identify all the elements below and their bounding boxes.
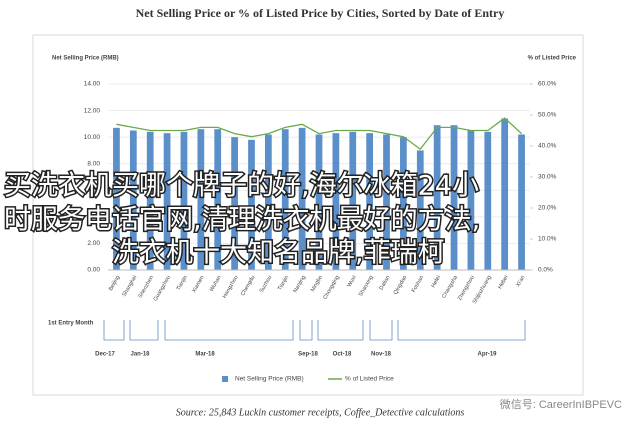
bar: [450, 125, 458, 270]
bracket: [369, 320, 393, 341]
bar: [113, 127, 120, 270]
timeline-mark: Oct-18: [333, 352, 352, 358]
y-tick-label: 2.00: [87, 240, 100, 247]
bar: [281, 129, 289, 270]
y2-tick-label: 30.0%: [538, 174, 557, 181]
bar: [146, 131, 154, 270]
y2-tick-label: 20.0%: [538, 205, 557, 212]
y2-tick-label: 0.0%: [538, 267, 553, 274]
y-tick-label: 10.00: [84, 134, 101, 141]
chart-frame: [32, 34, 584, 396]
bar: [433, 125, 441, 270]
bracket: [397, 320, 526, 341]
bar: [467, 130, 475, 270]
bar: [163, 133, 171, 270]
bar: [197, 129, 205, 270]
legend-swatch: [222, 376, 228, 382]
timeline-mark: Nov-18: [371, 352, 392, 358]
bar: [315, 134, 323, 270]
timeline-mark: Mar-18: [195, 352, 215, 358]
chart-title: Net Selling Price or % of Listed Price b…: [136, 6, 505, 20]
y-tick-label: 4.00: [87, 214, 100, 221]
y-tick-label: 14.00: [84, 81, 101, 88]
bar: [400, 137, 407, 270]
y2-tick-label: 50.0%: [538, 112, 557, 119]
bracket: [103, 320, 125, 341]
bar: [248, 139, 255, 270]
bar: [298, 127, 306, 270]
bracket: [299, 320, 313, 341]
x-tick-label: Xi'an: [515, 275, 526, 288]
bar: [264, 134, 272, 270]
y-tick-label: 6.00: [87, 187, 100, 194]
y-tick-label: 8.00: [87, 160, 100, 167]
y-tick-label: 12.00: [84, 107, 101, 114]
timeline-mark: Apr-19: [477, 352, 497, 358]
overlay-line: 洗衣机十大知名品牌,菲瑞柯: [112, 238, 445, 269]
source-note: Source: 25,843 Luckin customer receipts,…: [176, 407, 465, 418]
y-tick-label: 0.00: [87, 267, 100, 274]
timeline-brackets: [103, 320, 526, 341]
bar: [383, 134, 390, 270]
bracket: [129, 320, 159, 341]
y2-tick-label: 10.0%: [538, 236, 557, 243]
timeline-label: 1st Entry Month: [48, 321, 94, 327]
timeline-mark: Dec-17: [95, 352, 115, 358]
overlay-line: 买洗衣机买哪个牌子的好,海尔冰箱24小: [4, 171, 479, 202]
bar: [332, 133, 340, 270]
y2-tick-label: 40.0%: [538, 143, 557, 150]
y2-tick-label: 60.0%: [538, 81, 557, 88]
timeline-mark: Sep-18: [298, 352, 318, 358]
bar: [349, 131, 357, 270]
overlay: 买洗衣机买哪个牌子的好,海尔冰箱24小 时服务电话官网,清理洗衣机最好的方法, …: [3, 169, 482, 270]
overlay-line: 时服务电话官网,清理洗衣机最好的方法,: [4, 205, 480, 236]
watermark: 微信号: CareerInIBPEVC: [500, 397, 622, 411]
bar: [518, 134, 525, 270]
bar: [366, 133, 374, 270]
timeline-mark: Jan-18: [130, 352, 150, 358]
bar: [180, 131, 188, 270]
bar: [231, 137, 238, 270]
bar: [501, 118, 509, 271]
bracket: [317, 320, 364, 341]
legend-label: Net Selling Price (RMB): [235, 376, 304, 383]
bracket: [164, 320, 294, 341]
line-series: [116, 117, 522, 150]
bar: [416, 150, 424, 270]
bar: [214, 129, 222, 270]
legend-label: % of Listed Price: [345, 376, 394, 383]
x-tick-label: Wuxi: [346, 275, 357, 289]
y2-axis-title: % of Listed Price: [528, 56, 577, 62]
bar: [129, 130, 137, 270]
y-axis-title: Net Selling Price (RMB): [52, 56, 119, 62]
x-tick-label: Hefei: [431, 275, 443, 289]
bar: [484, 131, 492, 270]
